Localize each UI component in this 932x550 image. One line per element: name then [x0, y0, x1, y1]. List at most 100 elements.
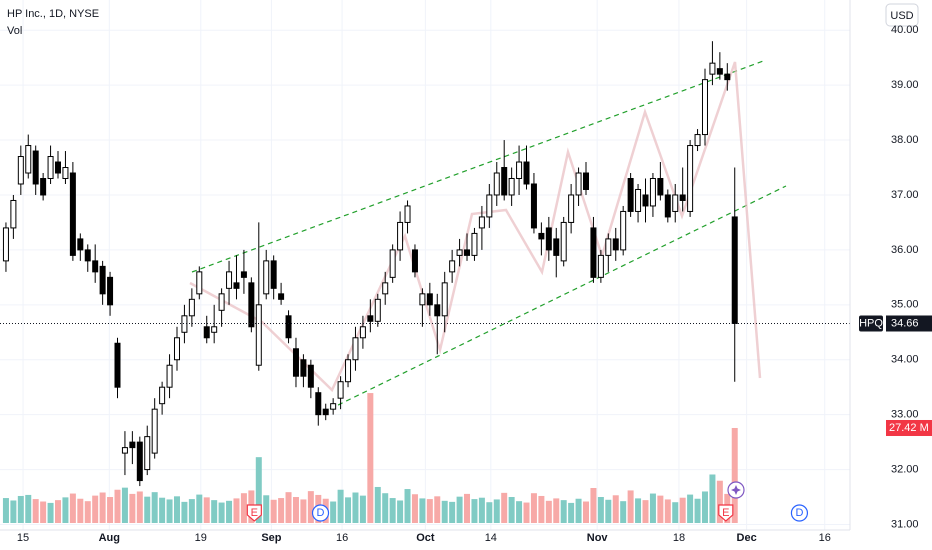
volume-bar: [278, 498, 285, 523]
volume-bar: [568, 502, 575, 523]
candle-body: [404, 205, 411, 223]
candle-body: [456, 249, 463, 256]
volume-bar: [464, 493, 471, 523]
candle-body: [196, 271, 203, 295]
volume-bar: [530, 493, 537, 523]
last-price-tag: [886, 315, 932, 332]
y-tick-label: 34.00: [891, 354, 919, 366]
candle-body: [486, 194, 493, 218]
candle-body: [649, 177, 656, 207]
volume-bar: [560, 500, 567, 523]
candle-body: [55, 161, 62, 174]
x-tick-label: 18: [673, 532, 685, 544]
volume-bar: [211, 500, 218, 523]
candle-body: [114, 342, 121, 388]
candle-body: [464, 249, 471, 256]
candle-body: [687, 145, 694, 212]
event-label: D: [795, 507, 803, 519]
candle-body: [32, 150, 39, 185]
x-tick-label: Aug: [99, 532, 120, 544]
x-tick-label: Nov: [587, 532, 609, 544]
dividend-marker: [311, 504, 330, 522]
candle-body: [166, 364, 173, 388]
volume-bar: [486, 502, 493, 523]
volume-bar: [151, 492, 158, 523]
volume-bar: [404, 489, 411, 523]
volume-bar: [389, 498, 396, 523]
candle-body: [337, 381, 344, 399]
x-tick-label: 15: [17, 532, 29, 544]
candle-body: [255, 304, 262, 366]
volume-bar: [77, 498, 84, 523]
volume-bar: [121, 487, 128, 523]
event-label: D: [317, 507, 325, 519]
volume-bar: [516, 501, 523, 523]
candle-body: [449, 260, 456, 273]
volume-bar: [731, 427, 738, 523]
x-tick-label: 19: [195, 532, 207, 544]
volume-bar: [553, 498, 560, 523]
volume-bar: [687, 494, 694, 523]
candle-body: [173, 337, 180, 361]
volume-bar: [612, 495, 619, 523]
candle-body: [389, 249, 396, 278]
volume-bar: [25, 494, 32, 523]
volume-bar: [107, 497, 114, 523]
candle-body: [612, 238, 619, 251]
volume-bar: [382, 493, 389, 523]
currency-button[interactable]: [885, 3, 919, 27]
candle-body: [322, 408, 329, 416]
candle-body: [583, 172, 590, 190]
candle-body: [129, 441, 136, 449]
candle-body: [99, 265, 106, 295]
volume-bar: [92, 495, 99, 523]
candle-body: [560, 221, 567, 262]
volume-bar: [173, 496, 180, 523]
volume-bar: [508, 497, 515, 523]
candle-body: [516, 161, 523, 179]
volume-bar: [575, 498, 582, 523]
volume-bar: [218, 502, 225, 523]
volume-bar: [69, 493, 76, 523]
event-label: E: [251, 507, 258, 519]
projection-path: [189, 61, 762, 393]
volume-bar: [657, 495, 664, 523]
candle-body: [159, 386, 166, 405]
volume-bar: [538, 495, 545, 523]
candle-body: [731, 216, 738, 324]
volume-bar: [709, 474, 716, 523]
candle-body: [270, 260, 277, 289]
candle-body: [240, 271, 247, 278]
candle-body: [330, 403, 337, 410]
volume-bar: [672, 502, 679, 523]
x-tick-label: 16: [336, 532, 348, 544]
x-tick-label: 16: [819, 532, 831, 544]
candle-body: [545, 227, 552, 251]
candle-body: [620, 210, 627, 251]
candle-body: [359, 326, 366, 339]
candle-body: [493, 172, 500, 196]
candle-body: [701, 79, 708, 136]
volume-bar: [62, 497, 69, 523]
last-volume-label: 27.42 M: [889, 422, 929, 434]
y-tick-label: 36.00: [891, 244, 919, 256]
candle-body: [17, 156, 24, 185]
candle-body: [188, 298, 195, 317]
candle-body: [374, 298, 381, 322]
candle-body: [716, 68, 723, 75]
currency-label[interactable]: USD: [890, 10, 913, 22]
candle-body: [211, 326, 218, 333]
volume-bar: [359, 495, 366, 523]
lower-trend-line: [329, 185, 787, 410]
x-tick-label: 14: [485, 532, 497, 544]
volume-bar: [55, 500, 62, 523]
volume-bar: [426, 499, 433, 523]
volume-bar: [255, 457, 262, 523]
candle-body: [62, 167, 69, 179]
volume-bar: [635, 498, 642, 523]
candle-body: [151, 408, 158, 454]
y-tick-label: 31.00: [891, 518, 919, 530]
candle-body: [642, 194, 649, 207]
candle-body: [77, 238, 84, 251]
candle-body: [530, 183, 537, 229]
